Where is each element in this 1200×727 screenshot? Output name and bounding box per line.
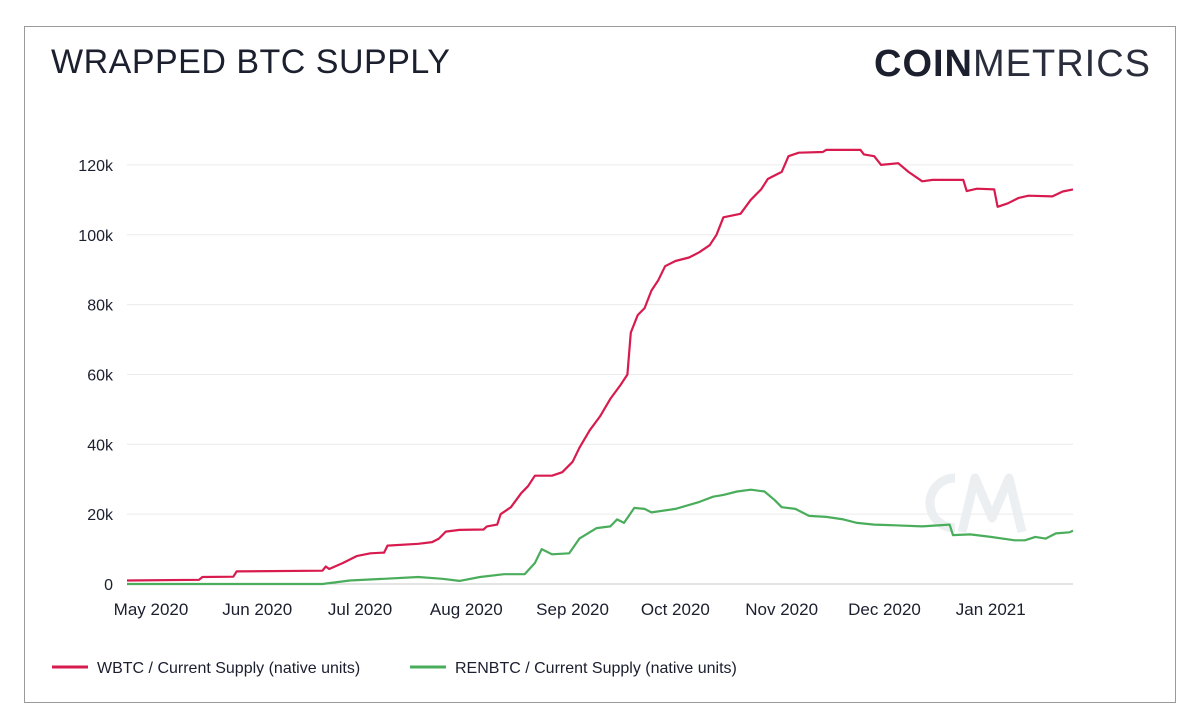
y-tick-label: 20k: [87, 507, 114, 524]
y-tick-label: 40k: [87, 437, 114, 454]
chart-frame: WRAPPED BTC SUPPLY COINMETRICS: [24, 26, 1176, 703]
y-axis: 0 20k 40k 60k 80k 100k 120k: [78, 158, 114, 594]
x-tick-label: Aug 2020: [430, 600, 503, 619]
legend-label: WBTC / Current Supply (native units): [97, 660, 360, 677]
x-tick-label: Oct 2020: [641, 600, 710, 619]
x-tick-label: May 2020: [114, 600, 189, 619]
x-tick-label: Jul 2020: [328, 600, 392, 619]
series-line-0: [126, 148, 1074, 582]
y-tick-label: 100k: [78, 228, 114, 245]
chart-title: WRAPPED BTC SUPPLY: [51, 43, 451, 81]
series-lines: [126, 148, 1074, 586]
x-tick-label: Jun 2020: [222, 600, 292, 619]
logo-bold-text: COIN: [874, 43, 973, 85]
y-tick-label: 80k: [87, 298, 114, 315]
y-tick-label: 0: [104, 577, 113, 594]
series-line-1: [127, 488, 1074, 586]
grid-lines: [127, 164, 1073, 585]
logo-light-text: METRICS: [973, 43, 1151, 85]
x-tick-label: Jan 2021: [956, 600, 1026, 619]
legend-label: RENBTC / Current Supply (native units): [455, 660, 737, 677]
y-tick-label: 60k: [87, 367, 114, 384]
x-axis: May 2020 Jun 2020 Jul 2020 Aug 2020 Sep 2020…: [114, 600, 1026, 619]
y-tick-label: 120k: [78, 158, 114, 175]
x-tick-label: Sep 2020: [536, 600, 609, 619]
coinmetrics-logo: COINMETRICS: [874, 43, 1151, 86]
x-tick-label: Nov 2020: [745, 600, 818, 619]
x-tick-label: Dec 2020: [848, 600, 921, 619]
legend: WBTC / Current Supply (native units) RENB…: [52, 660, 737, 677]
